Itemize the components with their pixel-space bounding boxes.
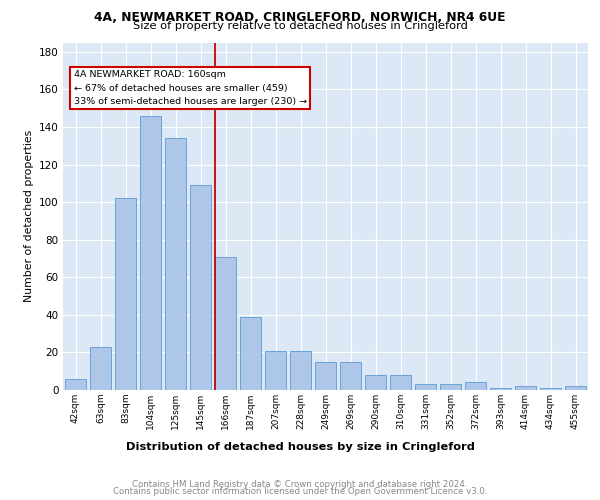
Bar bbox=[365, 375, 386, 390]
Bar bbox=[340, 362, 361, 390]
Bar bbox=[140, 116, 161, 390]
Bar bbox=[565, 386, 586, 390]
Text: 4A NEWMARKET ROAD: 160sqm
← 67% of detached houses are smaller (459)
33% of semi: 4A NEWMARKET ROAD: 160sqm ← 67% of detac… bbox=[74, 70, 307, 106]
Bar bbox=[90, 347, 111, 390]
Bar bbox=[440, 384, 461, 390]
Y-axis label: Number of detached properties: Number of detached properties bbox=[23, 130, 34, 302]
Bar bbox=[540, 388, 561, 390]
Text: Contains public sector information licensed under the Open Government Licence v3: Contains public sector information licen… bbox=[113, 487, 487, 496]
Text: Contains HM Land Registry data © Crown copyright and database right 2024.: Contains HM Land Registry data © Crown c… bbox=[132, 480, 468, 489]
Bar bbox=[165, 138, 186, 390]
Bar bbox=[315, 362, 336, 390]
Text: 4A, NEWMARKET ROAD, CRINGLEFORD, NORWICH, NR4 6UE: 4A, NEWMARKET ROAD, CRINGLEFORD, NORWICH… bbox=[94, 11, 506, 24]
Bar bbox=[215, 256, 236, 390]
Text: Size of property relative to detached houses in Cringleford: Size of property relative to detached ho… bbox=[133, 21, 467, 31]
Bar bbox=[465, 382, 486, 390]
Text: Distribution of detached houses by size in Cringleford: Distribution of detached houses by size … bbox=[125, 442, 475, 452]
Bar bbox=[490, 388, 511, 390]
Bar bbox=[415, 384, 436, 390]
Bar bbox=[390, 375, 411, 390]
Bar bbox=[65, 378, 86, 390]
Bar bbox=[515, 386, 536, 390]
Bar bbox=[265, 350, 286, 390]
Bar bbox=[115, 198, 136, 390]
Bar bbox=[290, 350, 311, 390]
Bar bbox=[240, 316, 261, 390]
Bar bbox=[190, 186, 211, 390]
